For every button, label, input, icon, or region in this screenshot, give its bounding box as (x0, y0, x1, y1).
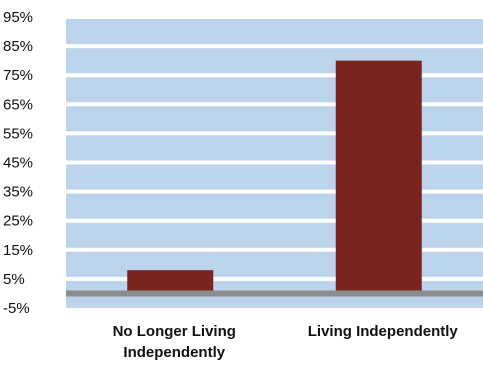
x-category-label: Living Independently (308, 323, 459, 340)
y-tick-label: 15% (3, 242, 33, 259)
y-tick-label: 95% (3, 9, 33, 26)
bars (127, 60, 422, 294)
y-tick-label: 45% (3, 155, 33, 172)
x-category-label-line: No Longer Living (113, 323, 236, 340)
y-tick-label: 85% (3, 38, 33, 55)
x-category-label: No Longer Living Independently (113, 323, 236, 361)
bar-2 (335, 60, 422, 294)
bar-1 (127, 270, 214, 294)
x-axis-category-labels: No Longer Living Independently Living Inde… (113, 323, 459, 361)
y-tick-label: 65% (3, 96, 33, 113)
y-tick-label: -5% (3, 300, 30, 317)
x-category-label-line: Independently (123, 344, 225, 361)
y-tick-label: 55% (3, 125, 33, 142)
y-axis-tick-labels: 95% 85% 75% 65% 55% 45% 35% 25% 15% 5% -5% (3, 9, 33, 317)
y-tick-label: 25% (3, 213, 33, 230)
y-tick-label: 5% (3, 271, 25, 288)
y-tick-label: 75% (3, 67, 33, 84)
x-category-label-line: Living Independently (308, 323, 459, 340)
y-tick-label: 35% (3, 184, 33, 201)
